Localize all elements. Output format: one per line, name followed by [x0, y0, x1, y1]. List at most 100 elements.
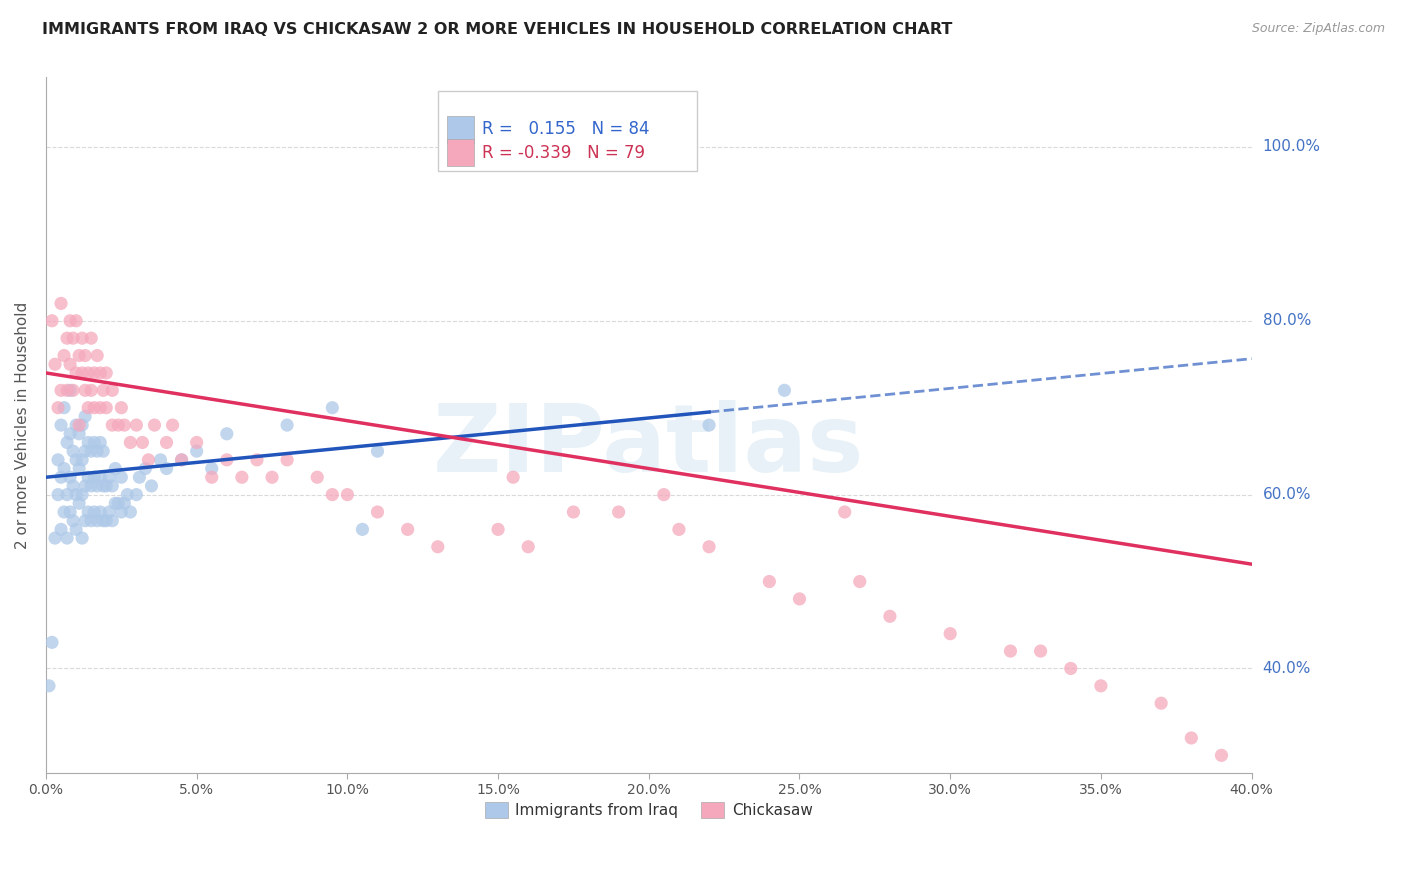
Text: 60.0%: 60.0% — [1263, 487, 1312, 502]
Point — [53, 349, 76, 363]
Point — [56, 488, 79, 502]
Point — [134, 461, 156, 475]
Point — [86, 349, 108, 363]
Point — [96, 514, 118, 528]
Point — [104, 461, 127, 475]
Point — [62, 384, 84, 398]
Point — [53, 401, 76, 415]
Point — [1060, 661, 1083, 675]
Point — [56, 435, 79, 450]
Point — [77, 505, 100, 519]
Text: R =   0.155   N = 84: R = 0.155 N = 84 — [482, 120, 650, 138]
Point — [101, 384, 124, 398]
Point — [367, 444, 389, 458]
FancyBboxPatch shape — [437, 91, 697, 171]
Point — [77, 401, 100, 415]
Text: IMMIGRANTS FROM IRAQ VS CHICKASAW 2 OR MORE VEHICLES IN HOUSEHOLD CORRELATION CH: IMMIGRANTS FROM IRAQ VS CHICKASAW 2 OR M… — [42, 22, 952, 37]
Point — [49, 384, 72, 398]
Point — [53, 461, 76, 475]
Point — [44, 357, 66, 371]
Point — [75, 479, 97, 493]
Point — [59, 426, 82, 441]
Point — [59, 470, 82, 484]
Point — [65, 453, 87, 467]
Point — [70, 488, 93, 502]
Point — [758, 574, 780, 589]
Point — [131, 435, 153, 450]
Point — [75, 444, 97, 458]
Point — [65, 488, 87, 502]
Point — [59, 505, 82, 519]
Point — [70, 531, 93, 545]
Point — [112, 496, 135, 510]
Point — [67, 461, 90, 475]
Point — [120, 435, 142, 450]
Point — [107, 496, 129, 510]
Point — [517, 540, 540, 554]
Text: 40.0%: 40.0% — [1263, 661, 1310, 676]
Point — [46, 401, 69, 415]
Point — [352, 522, 374, 536]
Point — [125, 418, 148, 433]
Point — [170, 453, 193, 467]
Point — [125, 488, 148, 502]
Point — [77, 470, 100, 484]
Point — [75, 514, 97, 528]
Point — [117, 488, 139, 502]
Point — [70, 418, 93, 433]
Point — [65, 366, 87, 380]
Point — [91, 384, 114, 398]
Point — [62, 514, 84, 528]
Point — [83, 366, 105, 380]
Point — [201, 461, 224, 475]
Point — [1090, 679, 1112, 693]
Point — [162, 418, 184, 433]
Point — [46, 488, 69, 502]
Point — [155, 435, 177, 450]
Point — [1180, 731, 1202, 745]
Point — [70, 331, 93, 345]
Point — [96, 366, 118, 380]
Point — [96, 479, 118, 493]
Point — [46, 453, 69, 467]
Legend: Immigrants from Iraq, Chickasaw: Immigrants from Iraq, Chickasaw — [478, 796, 818, 824]
Text: 100.0%: 100.0% — [1263, 139, 1320, 154]
Point — [112, 418, 135, 433]
Point — [426, 540, 449, 554]
Point — [486, 522, 509, 536]
Point — [607, 505, 630, 519]
Point — [80, 331, 103, 345]
Point — [104, 496, 127, 510]
Point — [201, 470, 224, 484]
Point — [939, 626, 962, 640]
Point — [215, 453, 238, 467]
Point — [62, 331, 84, 345]
Point — [128, 470, 150, 484]
Text: Source: ZipAtlas.com: Source: ZipAtlas.com — [1251, 22, 1385, 36]
Text: R = -0.339   N = 79: R = -0.339 N = 79 — [482, 144, 645, 161]
Point — [107, 418, 129, 433]
Point — [276, 418, 298, 433]
Point — [246, 453, 269, 467]
Point — [53, 505, 76, 519]
Point — [89, 366, 111, 380]
Point — [89, 505, 111, 519]
Point — [56, 531, 79, 545]
Point — [1000, 644, 1022, 658]
Point — [89, 470, 111, 484]
Point — [307, 470, 329, 484]
Point — [98, 470, 121, 484]
Y-axis label: 2 or more Vehicles in Household: 2 or more Vehicles in Household — [15, 301, 30, 549]
Point — [149, 453, 172, 467]
Point — [110, 505, 132, 519]
Point — [49, 418, 72, 433]
Text: 80.0%: 80.0% — [1263, 313, 1310, 328]
Point — [70, 453, 93, 467]
Point — [77, 435, 100, 450]
Point — [80, 514, 103, 528]
Point — [110, 470, 132, 484]
Point — [101, 479, 124, 493]
Point — [789, 591, 811, 606]
Point — [336, 488, 359, 502]
Point — [83, 505, 105, 519]
